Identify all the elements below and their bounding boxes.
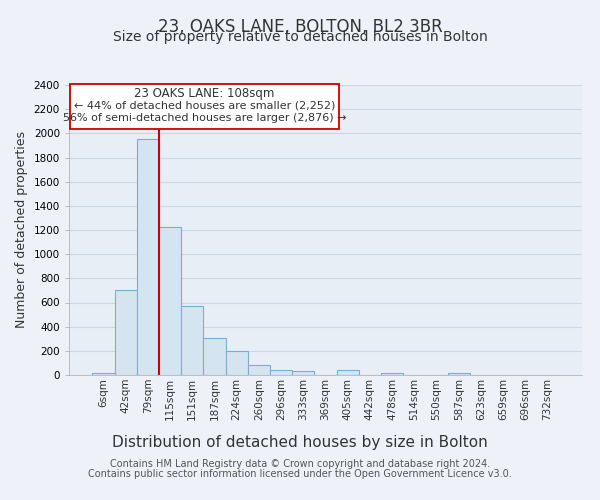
Bar <box>337 370 359 375</box>
Bar <box>292 371 314 375</box>
Bar <box>226 351 248 375</box>
Text: Distribution of detached houses by size in Bolton: Distribution of detached houses by size … <box>112 435 488 450</box>
Bar <box>115 290 137 375</box>
Text: Size of property relative to detached houses in Bolton: Size of property relative to detached ho… <box>113 30 487 44</box>
Bar <box>381 373 403 375</box>
Bar <box>92 372 115 375</box>
Text: Contains public sector information licensed under the Open Government Licence v3: Contains public sector information licen… <box>88 469 512 479</box>
Text: 23, OAKS LANE, BOLTON, BL2 3BR: 23, OAKS LANE, BOLTON, BL2 3BR <box>158 18 442 36</box>
Y-axis label: Number of detached properties: Number of detached properties <box>15 132 28 328</box>
Text: Contains HM Land Registry data © Crown copyright and database right 2024.: Contains HM Land Registry data © Crown c… <box>110 459 490 469</box>
Text: 56% of semi-detached houses are larger (2,876) →: 56% of semi-detached houses are larger (… <box>63 112 346 122</box>
Text: ← 44% of detached houses are smaller (2,252): ← 44% of detached houses are smaller (2,… <box>74 100 335 110</box>
Bar <box>203 338 226 375</box>
Bar <box>137 140 159 375</box>
Bar <box>159 227 181 375</box>
Bar <box>181 306 203 375</box>
Bar <box>448 372 470 375</box>
Bar <box>270 370 292 375</box>
Bar <box>248 366 270 375</box>
Text: 23 OAKS LANE: 108sqm: 23 OAKS LANE: 108sqm <box>134 88 275 101</box>
